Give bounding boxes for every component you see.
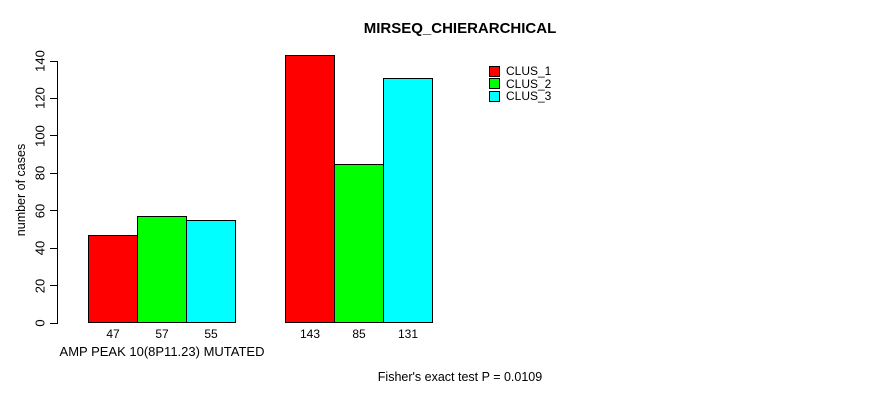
bar-clus_3-group-2 — [383, 78, 433, 323]
bar-value-label: 85 — [352, 327, 366, 341]
y-tick-mark — [50, 97, 57, 99]
x-category-label: AMP PEAK 10(8P11.23) MUTATED — [59, 344, 265, 359]
y-tick-label: 100 — [32, 124, 48, 147]
y-tick-label: 40 — [32, 240, 48, 256]
y-tick-label: 20 — [32, 278, 48, 293]
y-tick-mark — [50, 172, 57, 174]
legend-label-clus-2: CLUS_2 — [506, 76, 552, 91]
chart-title: MIRSEQ_CHIERARCHICAL — [363, 20, 557, 37]
bar-clus_2-group-1 — [137, 216, 187, 323]
bar-clus_1-group-1 — [88, 235, 138, 323]
y-axis-line — [57, 61, 58, 324]
legend-swatch-clus-2 — [489, 78, 500, 90]
legend-item-clus-2: CLUS_2 — [489, 78, 551, 91]
y-tick-mark — [50, 322, 57, 324]
y-tick-label: 120 — [32, 87, 48, 110]
bar-clus_3-group-1 — [186, 220, 236, 323]
y-tick-label: 60 — [32, 203, 48, 218]
bar-clus_2-group-2 — [334, 164, 384, 323]
legend-swatch-clus-1 — [489, 65, 500, 77]
y-tick-mark — [50, 135, 57, 137]
bar-value-label: 143 — [299, 327, 321, 341]
bar-value-label: 57 — [155, 327, 169, 341]
legend-swatch-clus-3 — [489, 90, 500, 102]
legend-label-clus-3: CLUS_3 — [506, 89, 552, 104]
bar-value-label: 55 — [204, 327, 218, 341]
bar-value-label: 131 — [397, 327, 419, 341]
y-tick-mark — [50, 285, 57, 287]
legend-item-clus-3: CLUS_3 — [489, 90, 551, 103]
bar-clus_1-group-2 — [285, 55, 335, 323]
y-tick-mark — [50, 60, 57, 62]
legend-label-clus-1: CLUS_1 — [506, 64, 552, 79]
bar-value-label: 47 — [106, 327, 120, 341]
legend-item-clus-1: CLUS_1 — [489, 65, 551, 78]
y-tick-mark — [50, 210, 57, 212]
y-tick-mark — [50, 247, 57, 249]
footer-stat-text: Fisher's exact test P = 0.0109 — [377, 370, 543, 384]
legend: CLUS_1 CLUS_2 CLUS_3 — [489, 65, 551, 103]
y-tick-label: 0 — [32, 319, 48, 327]
y-axis-label: number of cases — [14, 143, 28, 237]
y-tick-label: 140 — [32, 50, 48, 72]
y-tick-label: 80 — [32, 166, 48, 181]
